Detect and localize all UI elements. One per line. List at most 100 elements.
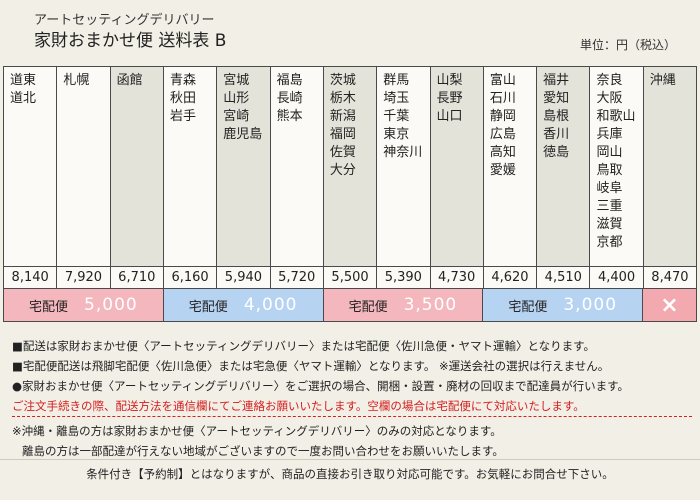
zone-prefectures: 青森 秋田 岩手 — [163, 67, 217, 266]
prefecture-name: 愛媛 — [489, 163, 516, 178]
prefecture-name: 青森 — [169, 73, 196, 88]
prefecture-name: 福井 — [543, 73, 570, 88]
prefecture-name: 滋賀 — [596, 217, 623, 232]
band-label: 宅配便 — [188, 299, 228, 315]
delivery-band: 宅配便 4,000 — [163, 289, 324, 321]
delivery-band: 宅配便 3,000 — [483, 289, 644, 321]
prefecture-name: 神奈川 — [383, 145, 423, 160]
zone-prefectures: 函館 — [110, 67, 163, 266]
zone-price: 5,390 — [377, 266, 430, 288]
prefecture-name: 佐賀 — [329, 145, 356, 160]
zone-price: 7,920 — [57, 266, 110, 288]
band-amount: 3,500 — [403, 295, 458, 315]
zone-column: 函館 6,710 — [110, 67, 164, 288]
zone-price: 5,940 — [217, 266, 270, 288]
prefecture-name: 山口 — [436, 109, 463, 124]
prefecture-name: 函館 — [116, 73, 143, 88]
band-amount: 4,000 — [243, 295, 298, 315]
zone-prefectures: 群馬埼玉千葉東京神奈川 — [377, 67, 430, 266]
footer-divider — [0, 459, 700, 460]
prefecture-name: 高知 — [489, 145, 516, 160]
prefecture-name: 石川 — [489, 91, 516, 106]
prefecture-name: 道東 — [10, 73, 37, 88]
band-label: 宅配便 — [508, 299, 548, 315]
unit-label: 単位：円（税込） — [579, 38, 676, 52]
prefecture-name: 静岡 — [489, 109, 516, 124]
prefecture-name: 山梨 — [436, 73, 463, 88]
notes-section: ■配送は家財おまかせ便〈アートセッティングデリバリー〉または宅配便〈佐川急便・ヤ… — [12, 336, 692, 461]
prefecture-name: 福島 — [276, 73, 303, 88]
prefecture-name: 大分 — [329, 163, 356, 178]
zone-price: 6,710 — [110, 266, 163, 288]
prefecture-name: 秋田 — [169, 91, 196, 106]
zone-price: 4,730 — [430, 266, 483, 288]
zone-prefectures: 宮城 山形 宮崎 鹿児島 — [217, 67, 270, 266]
prefecture-name: 宮崎 — [223, 109, 250, 124]
prefecture-name: 宮城 — [223, 73, 250, 88]
zone-column: 青森 秋田 岩手 6,160 — [163, 67, 218, 288]
note-delivery-methods: ■配送は家財おまかせ便〈アートセッティングデリバリー〉または宅配便〈佐川急便・ヤ… — [12, 339, 595, 353]
note-setup-service: ●家財おまかせ便〈アートセッティングデリバリー〉をご選択の場合、開梱・設置・廃材… — [12, 379, 629, 393]
note-order-instruction: ご注文手続きの際、配送方法を通信欄にてご連絡お願いいたします。空欄の場合は宅配便… — [12, 398, 692, 417]
prefecture-name: 沖縄 — [649, 73, 676, 88]
zone-column: 札幌 7,920 — [57, 67, 111, 288]
zone-prefectures: 茨城 栃木 新潟 福岡 佐賀 大分 — [323, 67, 377, 266]
prefecture-name: 京都 — [596, 235, 623, 250]
prefecture-name: 新潟 — [329, 109, 356, 124]
zone-column: 道東 道北 8,140 — [4, 67, 58, 288]
zone-prefectures: 富山石川静岡広島高知愛媛 — [483, 67, 537, 266]
prefecture-name: 三重 — [596, 199, 623, 214]
prefecture-name: 千葉 — [383, 109, 410, 124]
zone-column: 山梨 長野 山口 4,730 — [430, 67, 484, 288]
zone-column: 富山 石川 静岡 広島 高知 愛媛 4,620 — [483, 67, 538, 288]
zone-price: 6,160 — [163, 266, 217, 288]
zone-prefectures: 福井愛知島根香川徳島 — [537, 67, 590, 266]
zone-prefectures: 福島 長崎 熊本 — [270, 67, 323, 266]
prefecture-name: 岐阜 — [596, 181, 623, 196]
zone-price: 5,720 — [270, 266, 323, 288]
zone-prefectures: 道東 道北 — [4, 67, 57, 266]
prefecture-name: 岡山 — [596, 145, 623, 160]
prefecture-name: 東京 — [383, 127, 410, 142]
prefecture-name: 埼玉 — [383, 91, 410, 106]
prefecture-name: 広島 — [489, 127, 516, 142]
zone-price: 8,470 — [643, 266, 697, 288]
page-subtitle: アートセッティングデリバリー — [34, 13, 215, 28]
zone-price: 4,400 — [590, 266, 643, 288]
band-amount: 5,000 — [84, 295, 138, 315]
footer-note: 条件付き【予約制】とはなりますが、商品の直接お引き取り対応可能です。お気軽にお問… — [86, 467, 614, 481]
zone-column: 福井 愛知 島根 香川 徳島 4,510 — [537, 67, 591, 288]
prefecture-name: 群馬 — [383, 73, 410, 88]
zone-prefectures: 奈良 大阪 和歌山 兵庫 岡山 鳥取 岐阜 三重 滋賀 京都 — [590, 67, 643, 266]
prefecture-name: 愛知 — [543, 91, 570, 106]
prefecture-name: 兵庫 — [596, 127, 623, 142]
note-island-restriction: 離島の方は一部配達が行えない地域がございますので一度お問い合わせをお願いいたしま… — [22, 444, 504, 458]
prefecture-name: 茨城 — [329, 73, 356, 88]
zone-prefectures: 山梨 長野 山口 — [430, 67, 483, 266]
prefecture-name: 山形 — [223, 91, 250, 106]
prefecture-name: 鳥取 — [596, 163, 623, 178]
prefecture-name: 岩手 — [169, 109, 196, 124]
zone-price: 4,620 — [483, 266, 537, 288]
zone-column: 宮城 山形 宮崎 鹿児島 5,940 — [217, 67, 271, 288]
zone-column: 茨城 栃木 新潟 福岡 佐賀 大分 5,500 — [323, 67, 378, 288]
prefecture-name: 熊本 — [276, 109, 303, 124]
not-available-mark: × — [643, 289, 696, 321]
delivery-band: 宅配便 3,500 — [323, 289, 484, 321]
prefecture-name: 札幌 — [63, 73, 90, 88]
zone-price: 5,500 — [323, 266, 377, 288]
shipping-rate-table: 道東 道北 8,140 札幌 7,920 函館 6,710 青森 秋田 岩手 6,160 宮城 山形 宮崎… — [3, 66, 697, 288]
note-courier: ■宅配便配送は飛脚宅配便〈佐川急便〉または宅急便〈ヤマト運輸〉となります。 ※運… — [12, 359, 610, 373]
page-title: 家財おまかせ便 送料表 B — [34, 31, 227, 51]
prefecture-name: 島根 — [543, 109, 570, 124]
zone-column: 群馬 埼玉 千葉 東京 神奈川 5,390 — [377, 67, 431, 288]
note-okinawa-islands: ※沖縄・離島の方は家財おまかせ便〈アートセッティングデリバリー〉のみの対応となり… — [12, 424, 502, 438]
prefecture-name: 大阪 — [596, 91, 623, 106]
zone-column: 福島 長崎 熊本 5,720 — [270, 67, 324, 288]
band-amount: 3,000 — [563, 295, 618, 315]
band-label: 宅配便 — [348, 299, 388, 315]
prefecture-name: 徳島 — [543, 145, 570, 160]
prefecture-name: 富山 — [489, 73, 516, 88]
prefecture-name: 和歌山 — [596, 109, 636, 124]
prefecture-name: 香川 — [543, 127, 570, 142]
